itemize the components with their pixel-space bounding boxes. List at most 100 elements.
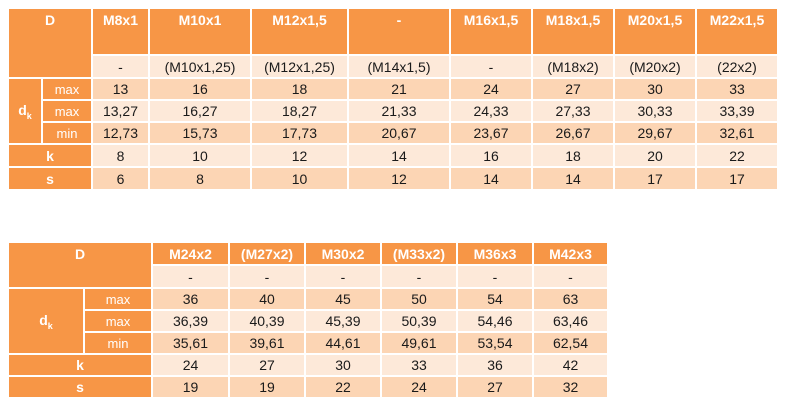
value-cell: 14 xyxy=(347,143,451,168)
alt-size-cell: (M14x1,5) xyxy=(347,54,451,79)
alt-size-cell: - xyxy=(304,264,382,289)
column-header: M12x1,5 xyxy=(250,7,349,56)
value-cell: 18,27 xyxy=(250,99,349,123)
value-cell: 22 xyxy=(695,143,779,168)
value-cell: 20,67 xyxy=(347,121,451,145)
value-cell: 30,33 xyxy=(613,99,697,123)
value-cell: 30 xyxy=(304,353,382,377)
alt-size-cell: - xyxy=(228,264,306,289)
alt-size-cell: - xyxy=(91,54,150,79)
row-sublabel: min xyxy=(83,331,153,355)
column-header: M8x1 xyxy=(91,7,150,56)
value-cell: 16 xyxy=(449,143,533,168)
value-cell: 16 xyxy=(148,77,252,101)
value-cell: 19 xyxy=(151,375,230,399)
row-sublabel: max xyxy=(83,309,153,333)
value-cell: 45 xyxy=(304,287,382,311)
value-cell: 17,73 xyxy=(250,121,349,145)
value-cell: 33 xyxy=(695,77,779,101)
value-cell: 18 xyxy=(531,143,615,168)
column-header: (M27x2) xyxy=(228,241,306,266)
value-cell: 26,67 xyxy=(531,121,615,145)
value-cell: 12 xyxy=(347,166,451,191)
value-cell: 32 xyxy=(532,375,609,399)
value-cell: 15,73 xyxy=(148,121,252,145)
value-cell: 27 xyxy=(456,375,534,399)
value-cell: 49,61 xyxy=(380,331,458,355)
value-cell: 16,27 xyxy=(148,99,252,123)
value-cell: 21,33 xyxy=(347,99,451,123)
value-cell: 36 xyxy=(456,353,534,377)
value-cell: 54 xyxy=(456,287,534,311)
value-cell: 36 xyxy=(151,287,230,311)
dk-subscript: k xyxy=(47,320,53,331)
column-header: M22x1,5 xyxy=(695,7,779,56)
value-cell: 53,54 xyxy=(456,331,534,355)
value-cell: 24 xyxy=(380,375,458,399)
value-cell: 19 xyxy=(228,375,306,399)
value-cell: 27 xyxy=(531,77,615,101)
s-row-label: s xyxy=(7,166,93,191)
value-cell: 40 xyxy=(228,287,306,311)
dk-row-label: dk xyxy=(7,77,43,145)
row-sublabel: max xyxy=(41,99,93,123)
value-cell: 12 xyxy=(250,143,349,168)
value-cell: 33 xyxy=(380,353,458,377)
dk-symbol: d xyxy=(18,101,27,118)
value-cell: 21 xyxy=(347,77,451,101)
k-row-label: k xyxy=(7,353,153,377)
value-cell: 30 xyxy=(613,77,697,101)
value-cell: 13,27 xyxy=(91,99,150,123)
value-cell: 40,39 xyxy=(228,309,306,333)
row-sublabel: min xyxy=(41,121,93,145)
corner-cell: D xyxy=(7,7,93,79)
column-header: M20x1,5 xyxy=(613,7,697,56)
value-cell: 44,61 xyxy=(304,331,382,355)
corner-cell: D xyxy=(7,241,153,289)
s-row-label: s xyxy=(7,375,153,399)
value-cell: 14 xyxy=(449,166,533,191)
alt-size-cell: (22x2) xyxy=(695,54,779,79)
dk-subscript: k xyxy=(26,110,32,121)
value-cell: 24 xyxy=(151,353,230,377)
dk-row-label: dk xyxy=(7,287,85,355)
alt-size-cell: - xyxy=(151,264,230,289)
value-cell: 39,61 xyxy=(228,331,306,355)
value-cell: 27,33 xyxy=(531,99,615,123)
value-cell: 27 xyxy=(228,353,306,377)
value-cell: 50 xyxy=(380,287,458,311)
value-cell: 62,54 xyxy=(532,331,609,355)
value-cell: 20 xyxy=(613,143,697,168)
dimension-table-2: D M24x2 (M27x2) M30x2 (M33x2) M36x3 M42x… xyxy=(7,241,609,399)
alt-size-cell: - xyxy=(532,264,609,289)
dk-symbol: d xyxy=(39,311,48,328)
value-cell: 45,39 xyxy=(304,309,382,333)
value-cell: 63,46 xyxy=(532,309,609,333)
value-cell: 32,61 xyxy=(695,121,779,145)
alt-size-cell: (M20x2) xyxy=(613,54,697,79)
column-header: M16x1,5 xyxy=(449,7,533,56)
alt-size-cell: - xyxy=(380,264,458,289)
value-cell: 23,67 xyxy=(449,121,533,145)
value-cell: 42 xyxy=(532,353,609,377)
alt-size-cell: (M12x1,25) xyxy=(250,54,349,79)
alt-size-cell: (M18x2) xyxy=(531,54,615,79)
column-header: (M33x2) xyxy=(380,241,458,266)
column-header: M42x3 xyxy=(532,241,609,266)
value-cell: 8 xyxy=(148,166,252,191)
k-row-label: k xyxy=(7,143,93,168)
column-header: M10x1 xyxy=(148,7,252,56)
value-cell: 50,39 xyxy=(380,309,458,333)
value-cell: 63 xyxy=(532,287,609,311)
row-sublabel: max xyxy=(83,287,153,311)
column-header: M36x3 xyxy=(456,241,534,266)
value-cell: 36,39 xyxy=(151,309,230,333)
value-cell: 18 xyxy=(250,77,349,101)
value-cell: 24,33 xyxy=(449,99,533,123)
value-cell: 17 xyxy=(695,166,779,191)
value-cell: 17 xyxy=(613,166,697,191)
column-header: M18x1,5 xyxy=(531,7,615,56)
value-cell: 29,67 xyxy=(613,121,697,145)
value-cell: 35,61 xyxy=(151,331,230,355)
value-cell: 10 xyxy=(250,166,349,191)
